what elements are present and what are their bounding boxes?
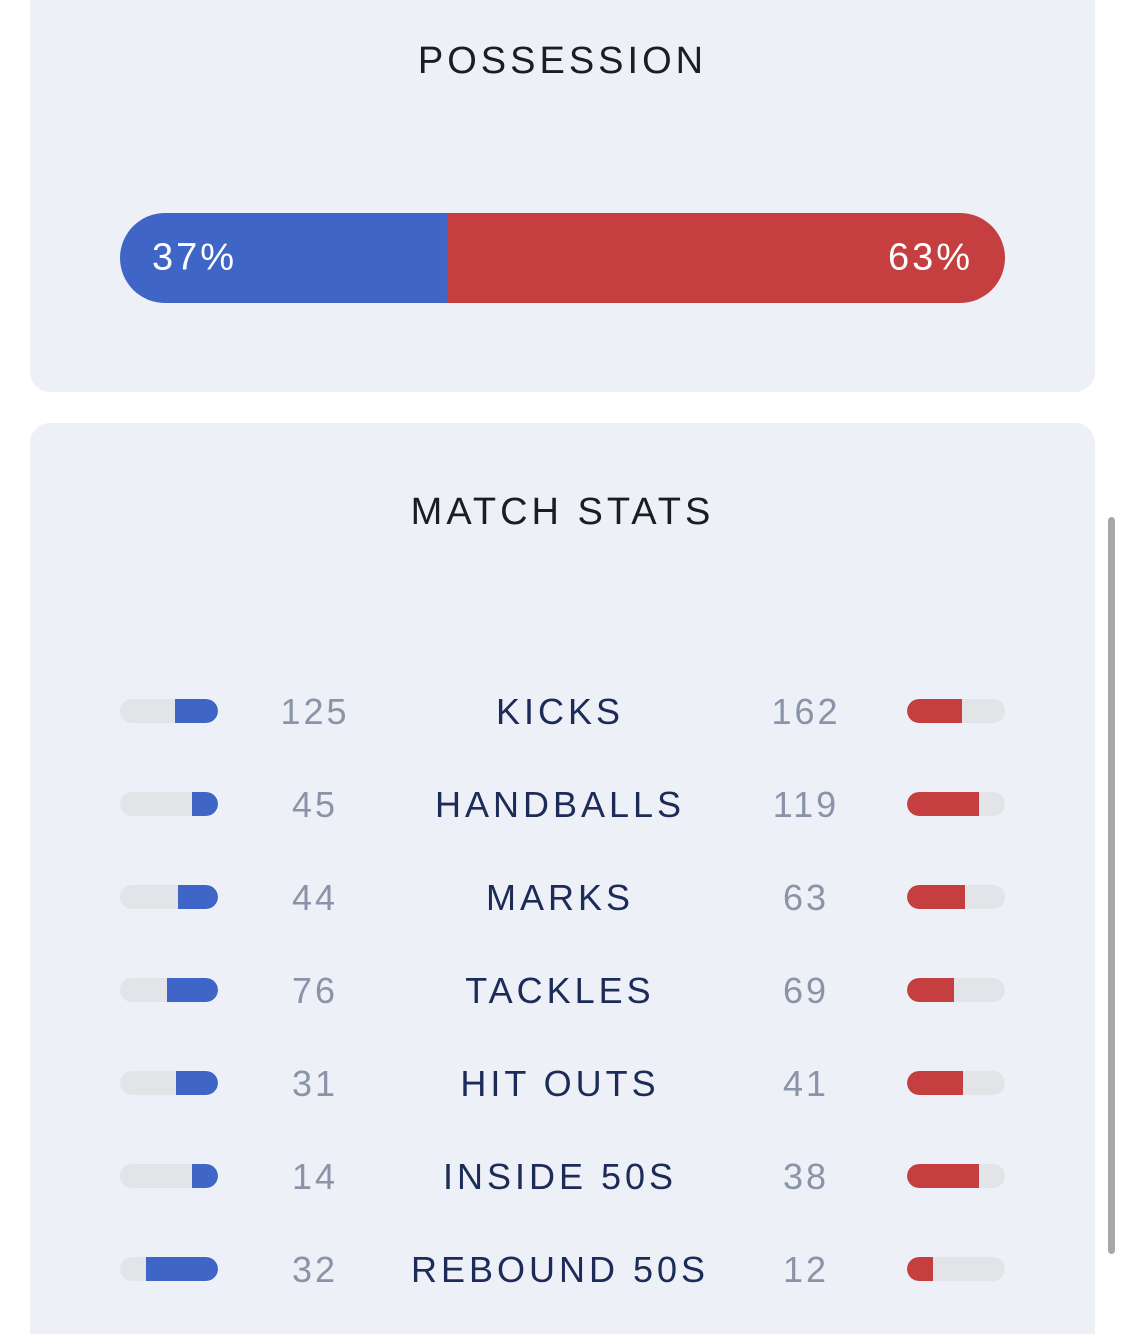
away-stat-bar-fill — [907, 978, 954, 1002]
away-stat-bar — [907, 885, 1005, 909]
away-stat-bar-fill — [907, 1164, 979, 1188]
possession-home-label: 37% — [152, 236, 238, 279]
home-stat-bar-fill — [178, 885, 218, 909]
away-stat-value: 38 — [782, 1156, 830, 1197]
home-stat-value: 31 — [291, 1063, 339, 1104]
away-stat-bar — [907, 1257, 1005, 1281]
home-stat-bar-fill — [176, 1071, 218, 1095]
away-stat-bar — [907, 792, 1005, 816]
away-stat-bar-fill — [907, 699, 962, 723]
home-stat-bar-fill — [167, 978, 218, 1002]
away-stat-bar-fill — [907, 1257, 933, 1281]
away-stat-value: 119 — [772, 784, 840, 825]
home-stat-bar — [120, 1257, 218, 1281]
away-stat-value: 162 — [771, 691, 841, 732]
away-stat-value: 12 — [782, 1249, 830, 1290]
stat-name: HANDBALLS — [434, 784, 686, 825]
away-stat-bar-fill — [907, 885, 965, 909]
stat-row: 125 KICKS 162 — [30, 681, 1095, 741]
away-stat-bar — [907, 1071, 1005, 1095]
home-stat-value: 125 — [280, 691, 350, 732]
away-stat-bar — [907, 978, 1005, 1002]
stat-name: TACKLES — [465, 970, 655, 1011]
away-stat-bar — [907, 1164, 1005, 1188]
home-stat-bar — [120, 885, 218, 909]
away-stat-value: 69 — [782, 970, 830, 1011]
possession-card: POSSESSION 37% 63% — [30, 0, 1095, 392]
possession-title: POSSESSION — [417, 40, 708, 82]
stat-row: 32 REBOUND 50S 12 — [30, 1239, 1095, 1299]
stat-name: REBOUND 50S — [410, 1249, 710, 1290]
stat-row: 31 HIT OUTS 41 — [30, 1053, 1095, 1113]
home-stat-bar-fill — [175, 699, 218, 723]
home-stat-bar-fill — [146, 1257, 218, 1281]
scrollbar[interactable] — [1108, 517, 1115, 1254]
away-stat-bar-fill — [907, 792, 979, 816]
away-stat-bar — [907, 699, 1005, 723]
possession-away-label: 63% — [887, 236, 973, 279]
possession-bar: 37% 63% — [120, 213, 1005, 303]
home-stat-bar-fill — [192, 792, 218, 816]
possession-away-segment: 63% — [447, 213, 1005, 303]
home-stat-bar — [120, 792, 218, 816]
home-stat-bar — [120, 978, 218, 1002]
stat-name: MARKS — [485, 877, 635, 918]
stat-row: 14 INSIDE 50S 38 — [30, 1146, 1095, 1206]
stat-name: HIT OUTS — [460, 1063, 660, 1104]
away-stat-value: 41 — [782, 1063, 830, 1104]
home-stat-bar-fill — [192, 1164, 218, 1188]
match-stats-card: MATCH STATS 125 KICKS 162 45 HANDBALLS 119 44 M… — [30, 423, 1095, 1334]
stat-row: 76 TACKLES 69 — [30, 960, 1095, 1020]
stat-name: INSIDE 50S — [442, 1156, 678, 1197]
home-stat-value: 32 — [291, 1249, 339, 1290]
home-stat-value: 45 — [291, 784, 339, 825]
home-stat-bar — [120, 1164, 218, 1188]
home-stat-bar — [120, 1071, 218, 1095]
home-stat-bar — [120, 699, 218, 723]
stat-row: 45 HANDBALLS 119 — [30, 774, 1095, 834]
stat-name: KICKS — [495, 691, 625, 732]
home-stat-value: 14 — [291, 1156, 339, 1197]
match-stats-title: MATCH STATS — [410, 491, 715, 533]
home-stat-value: 44 — [291, 877, 339, 918]
possession-home-segment: 37% — [120, 213, 448, 303]
away-stat-value: 63 — [782, 877, 830, 918]
away-stat-bar-fill — [907, 1071, 963, 1095]
home-stat-value: 76 — [291, 970, 339, 1011]
stat-row: 44 MARKS 63 — [30, 867, 1095, 927]
